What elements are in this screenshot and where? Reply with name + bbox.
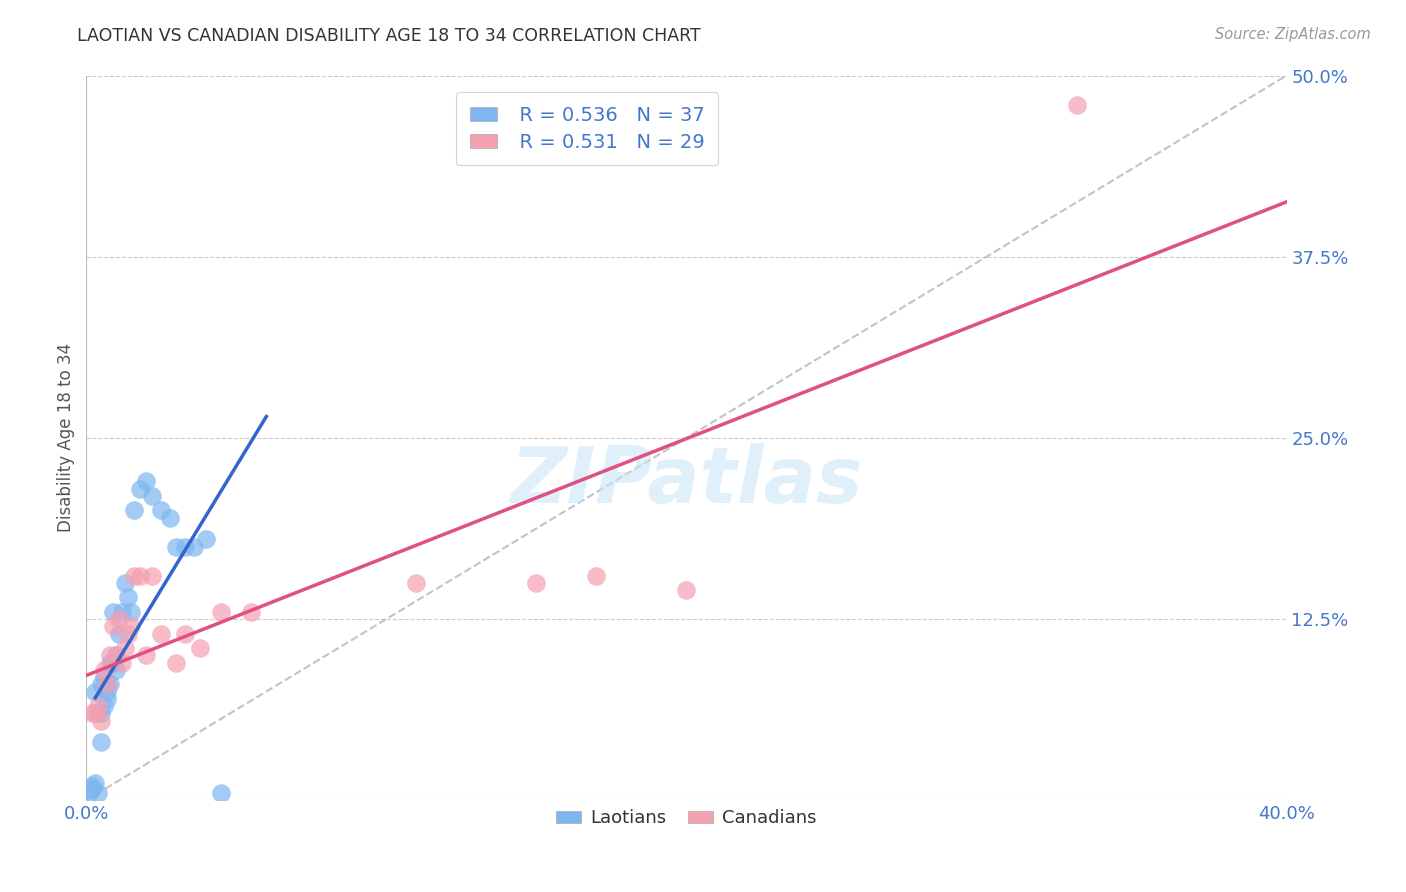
Point xyxy=(120,619,142,633)
Point xyxy=(183,540,205,554)
Point xyxy=(93,663,115,677)
Legend: Laotians, Canadians: Laotians, Canadians xyxy=(548,802,824,835)
Point xyxy=(84,684,107,698)
Point xyxy=(98,648,121,663)
Point xyxy=(195,533,218,547)
Point xyxy=(105,648,128,663)
Point xyxy=(82,779,104,793)
Point xyxy=(209,786,232,800)
Point xyxy=(150,626,173,640)
Point xyxy=(174,626,197,640)
Point xyxy=(209,605,232,619)
Point xyxy=(90,714,112,728)
Point xyxy=(103,619,125,633)
Point xyxy=(98,677,121,691)
Point xyxy=(96,677,118,691)
Point xyxy=(165,656,187,670)
Point xyxy=(84,706,107,721)
Point xyxy=(108,626,131,640)
Point xyxy=(90,735,112,749)
Text: LAOTIAN VS CANADIAN DISABILITY AGE 18 TO 34 CORRELATION CHART: LAOTIAN VS CANADIAN DISABILITY AGE 18 TO… xyxy=(77,27,702,45)
Point xyxy=(105,663,128,677)
Point xyxy=(165,540,187,554)
Point xyxy=(87,786,110,800)
Point xyxy=(135,648,157,663)
Point xyxy=(87,706,110,721)
Point xyxy=(82,706,104,721)
Point xyxy=(120,605,142,619)
Text: ZIPatlas: ZIPatlas xyxy=(510,443,862,519)
Point xyxy=(93,670,115,684)
Point xyxy=(114,640,136,655)
Point xyxy=(150,503,173,517)
Point xyxy=(84,776,107,790)
Point xyxy=(98,656,121,670)
Point xyxy=(111,656,134,670)
Point xyxy=(159,510,181,524)
Point xyxy=(1066,97,1088,112)
Point xyxy=(105,648,128,663)
Point xyxy=(90,677,112,691)
Point xyxy=(405,575,427,590)
Point xyxy=(111,605,134,619)
Point xyxy=(129,568,152,582)
Point xyxy=(141,568,163,582)
Point xyxy=(114,575,136,590)
Point xyxy=(96,677,118,691)
Point xyxy=(129,482,152,496)
Y-axis label: Disability Age 18 to 34: Disability Age 18 to 34 xyxy=(58,343,75,533)
Point xyxy=(188,640,211,655)
Point xyxy=(96,691,118,706)
Point xyxy=(585,568,607,582)
Point xyxy=(124,568,146,582)
Point xyxy=(135,475,157,489)
Point xyxy=(117,591,139,605)
Point xyxy=(82,781,104,796)
Point xyxy=(108,612,131,626)
Point xyxy=(141,489,163,503)
Point xyxy=(93,698,115,713)
Text: Source: ZipAtlas.com: Source: ZipAtlas.com xyxy=(1215,27,1371,42)
Point xyxy=(675,582,697,597)
Point xyxy=(174,540,197,554)
Point xyxy=(124,503,146,517)
Point xyxy=(96,684,118,698)
Point xyxy=(79,786,101,800)
Point xyxy=(117,626,139,640)
Point xyxy=(90,706,112,721)
Point xyxy=(526,575,548,590)
Point xyxy=(103,605,125,619)
Point xyxy=(240,605,263,619)
Point xyxy=(87,698,110,713)
Point xyxy=(103,656,125,670)
